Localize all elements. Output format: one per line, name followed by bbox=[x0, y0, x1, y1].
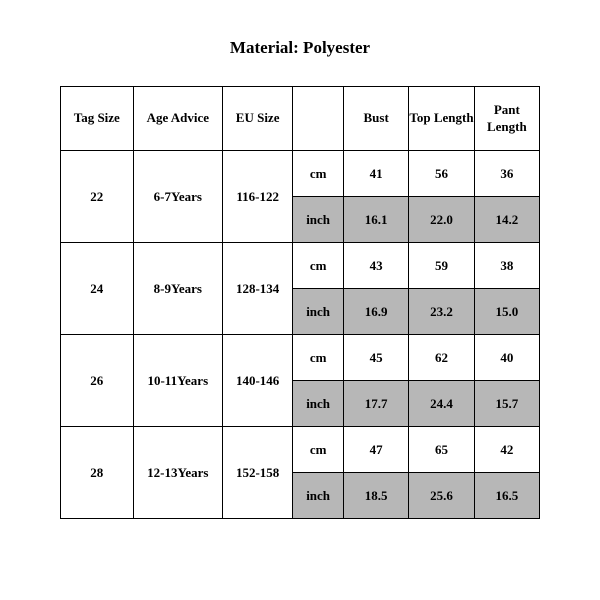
cell-age: 12-13Years bbox=[133, 427, 223, 519]
cell-top-inch: 23.2 bbox=[409, 289, 474, 335]
cell-bust-inch: 16.9 bbox=[344, 289, 409, 335]
cell-bust-inch: 18.5 bbox=[344, 473, 409, 519]
cell-bust-inch: 17.7 bbox=[344, 381, 409, 427]
col-eu-size: EU Size bbox=[223, 87, 293, 151]
table-row: 24 8-9Years 128-134 cm 43 59 38 bbox=[61, 243, 540, 289]
cell-unit-cm: cm bbox=[293, 427, 344, 473]
cell-pant-cm: 42 bbox=[474, 427, 539, 473]
cell-top-inch: 22.0 bbox=[409, 197, 474, 243]
cell-tag: 28 bbox=[61, 427, 134, 519]
col-tag-size: Tag Size bbox=[61, 87, 134, 151]
cell-bust-cm: 45 bbox=[344, 335, 409, 381]
cell-tag: 22 bbox=[61, 151, 134, 243]
table-row: 26 10-11Years 140-146 cm 45 62 40 bbox=[61, 335, 540, 381]
table-header-row: Tag Size Age Advice EU Size Bust Top Len… bbox=[61, 87, 540, 151]
cell-bust-cm: 43 bbox=[344, 243, 409, 289]
cell-bust-cm: 47 bbox=[344, 427, 409, 473]
size-chart-table: Tag Size Age Advice EU Size Bust Top Len… bbox=[60, 86, 540, 519]
cell-eu: 140-146 bbox=[223, 335, 293, 427]
cell-pant-cm: 38 bbox=[474, 243, 539, 289]
table-row: 28 12-13Years 152-158 cm 47 65 42 bbox=[61, 427, 540, 473]
cell-eu: 152-158 bbox=[223, 427, 293, 519]
table-row: 22 6-7Years 116-122 cm 41 56 36 bbox=[61, 151, 540, 197]
cell-pant-inch: 15.0 bbox=[474, 289, 539, 335]
cell-unit-cm: cm bbox=[293, 335, 344, 381]
cell-pant-cm: 36 bbox=[474, 151, 539, 197]
cell-age: 10-11Years bbox=[133, 335, 223, 427]
cell-top-inch: 25.6 bbox=[409, 473, 474, 519]
cell-top-cm: 65 bbox=[409, 427, 474, 473]
cell-top-cm: 62 bbox=[409, 335, 474, 381]
cell-top-cm: 59 bbox=[409, 243, 474, 289]
cell-pant-inch: 16.5 bbox=[474, 473, 539, 519]
cell-unit-inch: inch bbox=[293, 289, 344, 335]
cell-unit-inch: inch bbox=[293, 473, 344, 519]
cell-unit-cm: cm bbox=[293, 151, 344, 197]
col-age-advice: Age Advice bbox=[133, 87, 223, 151]
page-title: Material: Polyester bbox=[60, 38, 540, 58]
cell-age: 6-7Years bbox=[133, 151, 223, 243]
cell-pant-cm: 40 bbox=[474, 335, 539, 381]
cell-unit-inch: inch bbox=[293, 197, 344, 243]
cell-top-inch: 24.4 bbox=[409, 381, 474, 427]
cell-tag: 24 bbox=[61, 243, 134, 335]
cell-eu: 116-122 bbox=[223, 151, 293, 243]
cell-age: 8-9Years bbox=[133, 243, 223, 335]
cell-bust-cm: 41 bbox=[344, 151, 409, 197]
col-bust: Bust bbox=[344, 87, 409, 151]
cell-unit-cm: cm bbox=[293, 243, 344, 289]
col-unit-blank bbox=[293, 87, 344, 151]
cell-eu: 128-134 bbox=[223, 243, 293, 335]
cell-unit-inch: inch bbox=[293, 381, 344, 427]
col-pant-length: Pant Length bbox=[474, 87, 539, 151]
col-top-length: Top Length bbox=[409, 87, 474, 151]
cell-pant-inch: 14.2 bbox=[474, 197, 539, 243]
cell-top-cm: 56 bbox=[409, 151, 474, 197]
cell-pant-inch: 15.7 bbox=[474, 381, 539, 427]
cell-bust-inch: 16.1 bbox=[344, 197, 409, 243]
cell-tag: 26 bbox=[61, 335, 134, 427]
